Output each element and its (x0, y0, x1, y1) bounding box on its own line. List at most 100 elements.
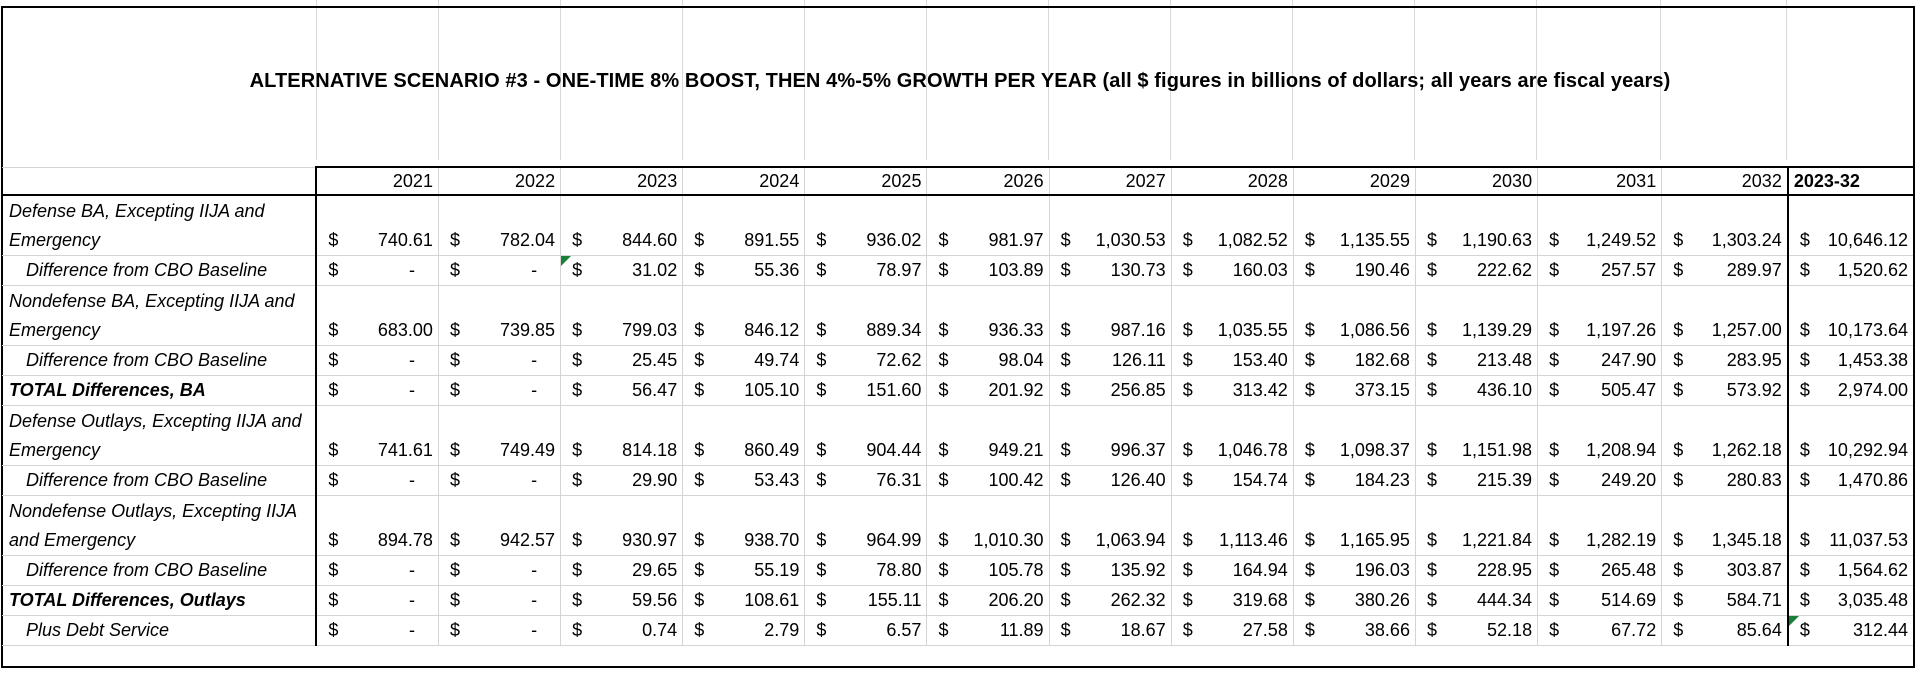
value-cell[interactable]: $135.92 (1049, 555, 1172, 586)
value-cell[interactable]: $103.89 (926, 255, 1050, 286)
value-cell[interactable]: $ - (316, 465, 439, 496)
value-cell[interactable]: $949.21 (926, 405, 1050, 466)
value-cell[interactable]: $76.31 (804, 465, 928, 496)
value-cell[interactable]: $938.70 (682, 495, 806, 556)
value-cell[interactable]: $860.49 (682, 405, 806, 466)
value-cell[interactable]: $196.03 (1293, 555, 1416, 586)
value-cell[interactable]: $ - (438, 375, 562, 406)
value-cell[interactable]: $936.02 (804, 195, 928, 256)
value-cell[interactable]: $1,257.00 (1661, 285, 1789, 346)
column-header-2023[interactable]: 2023 (560, 166, 684, 196)
row-label[interactable]: Plus Debt Service (2, 615, 318, 646)
value-cell[interactable]: $10,292.94 (1786, 405, 1913, 466)
column-header-2023-32[interactable]: 2023-32 (1786, 166, 1913, 196)
value-cell[interactable]: $ - (438, 555, 562, 586)
value-cell[interactable]: $1,520.62 (1786, 255, 1913, 286)
value-cell[interactable]: $1,135.55 (1293, 195, 1416, 256)
value-cell[interactable]: $846.12 (682, 285, 806, 346)
value-cell[interactable]: $ - (316, 255, 439, 286)
column-header-2021[interactable]: 2021 (316, 166, 439, 196)
value-cell[interactable]: $108.61 (682, 585, 806, 616)
value-cell[interactable]: $942.57 (438, 495, 562, 556)
value-cell[interactable]: $1,030.53 (1049, 195, 1172, 256)
value-cell[interactable]: $904.44 (804, 405, 928, 466)
value-cell[interactable]: $436.10 (1415, 375, 1539, 406)
value-cell[interactable]: $289.97 (1661, 255, 1789, 286)
value-cell[interactable]: $584.71 (1661, 585, 1789, 616)
value-cell[interactable]: $1,139.29 (1415, 285, 1539, 346)
value-cell[interactable]: $182.68 (1293, 345, 1416, 376)
value-cell[interactable]: $683.00 (316, 285, 439, 346)
value-cell[interactable]: $889.34 (804, 285, 928, 346)
value-cell[interactable]: $52.18 (1415, 615, 1539, 646)
value-cell[interactable]: $814.18 (560, 405, 684, 466)
value-cell[interactable]: $256.85 (1049, 375, 1172, 406)
value-cell[interactable]: $49.74 (682, 345, 806, 376)
value-cell[interactable]: $249.20 (1537, 465, 1663, 496)
value-cell[interactable]: $160.03 (1171, 255, 1294, 286)
value-cell[interactable]: $319.68 (1171, 585, 1294, 616)
value-cell[interactable]: $151.60 (804, 375, 928, 406)
value-cell[interactable]: $105.78 (926, 555, 1050, 586)
value-cell[interactable]: $98.04 (926, 345, 1050, 376)
value-cell[interactable]: $749.49 (438, 405, 562, 466)
value-cell[interactable]: $126.11 (1049, 345, 1172, 376)
value-cell[interactable]: $ - (316, 615, 439, 646)
value-cell[interactable]: $782.04 (438, 195, 562, 256)
value-cell[interactable]: $891.55 (682, 195, 806, 256)
value-cell[interactable]: $1,190.63 (1415, 195, 1539, 256)
value-cell[interactable]: $505.47 (1537, 375, 1663, 406)
value-cell[interactable]: $444.34 (1415, 585, 1539, 616)
value-cell[interactable]: $380.26 (1293, 585, 1416, 616)
value-cell[interactable]: $38.66 (1293, 615, 1416, 646)
value-cell[interactable]: $1,086.56 (1293, 285, 1416, 346)
value-cell[interactable]: $936.33 (926, 285, 1050, 346)
value-cell[interactable]: $153.40 (1171, 345, 1294, 376)
value-cell[interactable]: $312.44 (1786, 615, 1913, 646)
column-header-2022[interactable]: 2022 (438, 166, 562, 196)
value-cell[interactable]: $56.47 (560, 375, 684, 406)
value-cell[interactable]: $215.39 (1415, 465, 1539, 496)
value-cell[interactable]: $11,037.53 (1786, 495, 1913, 556)
value-cell[interactable]: $184.23 (1293, 465, 1416, 496)
row-label[interactable]: Defense Outlays, Excepting IIJA and Emer… (2, 405, 318, 466)
value-cell[interactable]: $1,197.26 (1537, 285, 1663, 346)
value-cell[interactable]: $1,046.78 (1171, 405, 1294, 466)
value-cell[interactable]: $10,173.64 (1786, 285, 1913, 346)
value-cell[interactable]: $1,249.52 (1537, 195, 1663, 256)
value-cell[interactable]: $0.74 (560, 615, 684, 646)
value-cell[interactable]: $155.11 (804, 585, 928, 616)
value-cell[interactable]: $257.57 (1537, 255, 1663, 286)
value-cell[interactable]: $844.60 (560, 195, 684, 256)
value-cell[interactable]: $1,151.98 (1415, 405, 1539, 466)
value-cell[interactable]: $987.16 (1049, 285, 1172, 346)
row-label[interactable]: Defense BA, Excepting IIJA and Emergency (2, 195, 318, 256)
value-cell[interactable]: $53.43 (682, 465, 806, 496)
value-cell[interactable]: $ - (316, 345, 439, 376)
column-header-2027[interactable]: 2027 (1049, 166, 1172, 196)
value-cell[interactable]: $201.92 (926, 375, 1050, 406)
value-cell[interactable]: $996.37 (1049, 405, 1172, 466)
value-cell[interactable]: $6.57 (804, 615, 928, 646)
column-header-2025[interactable]: 2025 (804, 166, 928, 196)
value-cell[interactable]: $930.97 (560, 495, 684, 556)
value-cell[interactable]: $59.56 (560, 585, 684, 616)
column-header-2032[interactable]: 2032 (1661, 166, 1789, 196)
value-cell[interactable]: $3,035.48 (1786, 585, 1913, 616)
value-cell[interactable]: $67.72 (1537, 615, 1663, 646)
value-cell[interactable]: $1,470.86 (1786, 465, 1913, 496)
row-label[interactable]: Difference from CBO Baseline (2, 465, 318, 496)
value-cell[interactable]: $190.46 (1293, 255, 1416, 286)
row-label[interactable]: Difference from CBO Baseline (2, 555, 318, 586)
value-cell[interactable]: $1,165.95 (1293, 495, 1416, 556)
value-cell[interactable]: $1,221.84 (1415, 495, 1539, 556)
value-cell[interactable]: $739.85 (438, 285, 562, 346)
value-cell[interactable]: $ - (438, 345, 562, 376)
value-cell[interactable]: $280.83 (1661, 465, 1789, 496)
row-label[interactable]: Difference from CBO Baseline (2, 345, 318, 376)
value-cell[interactable]: $1,010.30 (926, 495, 1050, 556)
value-cell[interactable]: $154.74 (1171, 465, 1294, 496)
value-cell[interactable]: $1,063.94 (1049, 495, 1172, 556)
value-cell[interactable]: $ - (316, 585, 439, 616)
value-cell[interactable]: $1,098.37 (1293, 405, 1416, 466)
